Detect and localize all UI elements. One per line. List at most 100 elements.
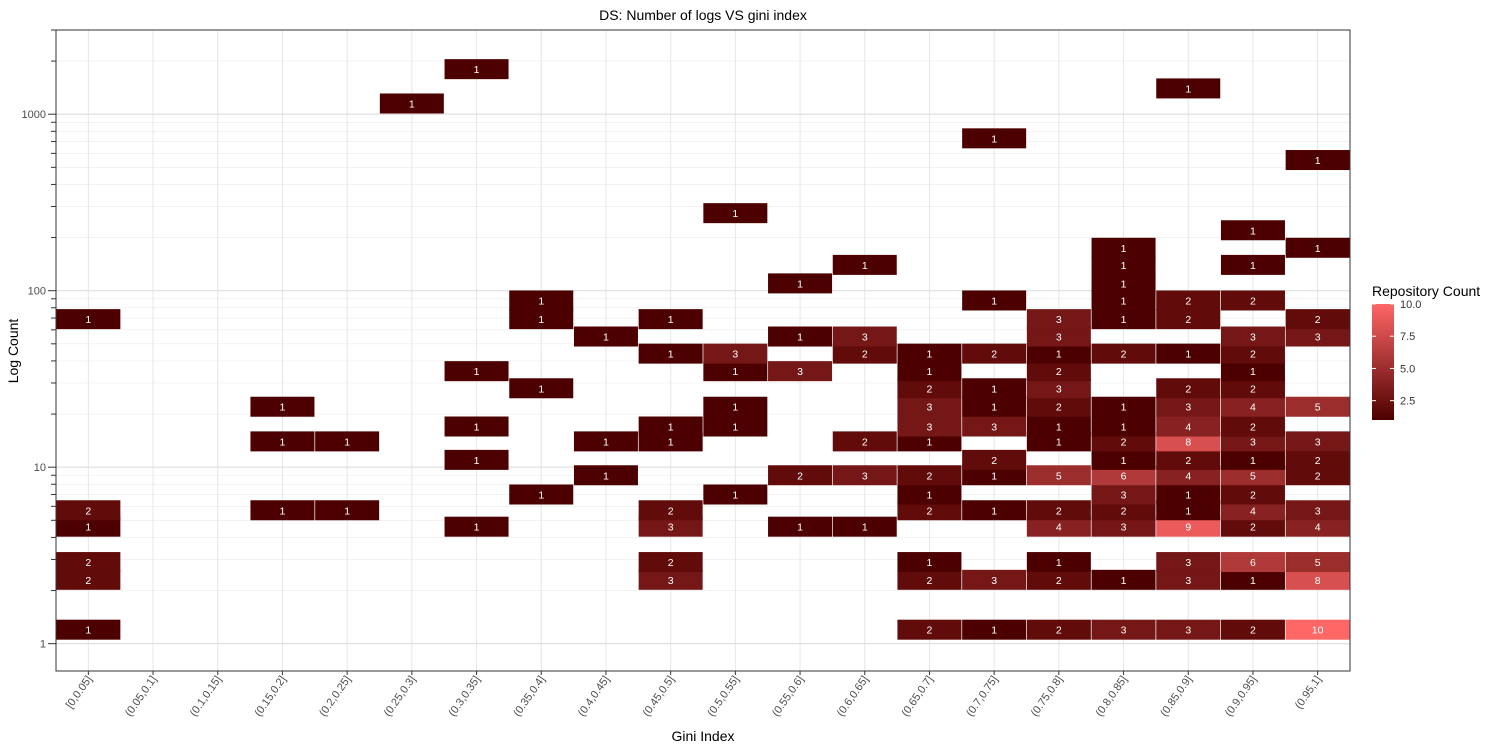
x-tick-label: (0.45,0.5] (641, 674, 677, 719)
cell-count-label: 1 (538, 383, 544, 395)
heatmap-cell (1285, 309, 1350, 330)
x-tick-label: [0,0.05] (64, 674, 95, 711)
cell-count-label: 2 (862, 349, 868, 361)
heatmap-cell (1220, 500, 1285, 521)
cell-count-label: 1 (1056, 436, 1062, 448)
cell-count-label: 1 (668, 422, 674, 434)
cell-count-label: 1 (85, 625, 91, 637)
cell-count-label: 1 (1121, 402, 1127, 414)
heatmap-cell (1026, 361, 1091, 382)
heatmap-cell (1220, 343, 1285, 364)
heatmap-cell (768, 361, 833, 382)
cell-count-label: 2 (927, 575, 933, 587)
heatmap-cell (1091, 465, 1156, 486)
cell-count-label: 1 (991, 625, 997, 637)
heatmap-cell (250, 396, 315, 417)
heatmap-cell (897, 378, 962, 399)
cell-count-label: 3 (1185, 575, 1191, 587)
cell-count-label: 3 (668, 575, 674, 587)
x-tick-label: (0.4,0.45] (576, 674, 612, 719)
cell-count-label: 2 (1185, 455, 1191, 467)
heatmap-cell (832, 326, 897, 347)
heatmap-cell (1156, 290, 1221, 311)
heatmap-cell (315, 431, 380, 452)
heatmap-cell (1220, 220, 1285, 241)
cell-count-label: 1 (280, 505, 286, 517)
cell-count-label: 5 (1315, 557, 1321, 569)
cell-count-label: 1 (280, 402, 286, 414)
heatmap-cell (897, 465, 962, 486)
heatmap-cell (1156, 378, 1221, 399)
heatmap-cell (1285, 396, 1350, 417)
heatmap-cell (1091, 500, 1156, 521)
cell-count-label: 1 (1121, 455, 1127, 467)
heatmap-cell (962, 378, 1027, 399)
heatmap-cell (638, 516, 703, 537)
cell-count-label: 2 (1121, 349, 1127, 361)
heatmap-cell (1026, 343, 1091, 364)
cell-count-label: 1 (668, 436, 674, 448)
heatmap-cell (703, 396, 768, 417)
heatmap-cell (444, 516, 509, 537)
heatmap-cell (573, 431, 638, 452)
cell-count-label: 2 (991, 455, 997, 467)
cell-count-label: 1 (797, 278, 803, 290)
cell-count-label: 6 (1250, 557, 1256, 569)
heatmap-cell (1220, 449, 1285, 470)
heatmap-cell (1285, 552, 1350, 573)
heatmap-cell (444, 416, 509, 437)
heatmap-cell (897, 343, 962, 364)
cell-count-label: 1 (927, 366, 933, 378)
cell-count-label: 2 (668, 557, 674, 569)
cell-count-label: 3 (797, 366, 803, 378)
cell-count-label: 1 (538, 490, 544, 502)
heatmap-cell (962, 569, 1027, 590)
cell-count-label: 5 (1250, 470, 1256, 482)
heatmap-cell (962, 449, 1027, 470)
cell-count-label: 1 (85, 522, 91, 534)
cell-count-label: 1 (1056, 422, 1062, 434)
cell-count-label: 2 (797, 470, 803, 482)
heatmap-cell (1285, 465, 1350, 486)
cell-count-label: 3 (991, 575, 997, 587)
legend-tick-label: 10.0 (1400, 299, 1421, 311)
heatmap-cell (1026, 516, 1091, 537)
cell-count-label: 1 (991, 295, 997, 307)
legend-tick-label: 7.5 (1400, 331, 1415, 343)
cell-count-label: 1 (1315, 155, 1321, 167)
heatmap-cell (1091, 484, 1156, 505)
cell-count-label: 1 (862, 260, 868, 272)
cell-count-label: 1 (732, 208, 738, 220)
cell-count-label: 4 (1250, 505, 1256, 517)
panel-border (55, 29, 1351, 672)
cell-count-label: 1 (474, 366, 480, 378)
cell-count-label: 2 (991, 349, 997, 361)
cell-count-label: 1 (1250, 366, 1256, 378)
cell-count-label: 1 (1185, 490, 1191, 502)
cell-count-label: 3 (1056, 314, 1062, 326)
x-tick-label: (0.2,0.25] (317, 674, 353, 719)
heatmap-cell (1026, 416, 1091, 437)
heatmap-cell (444, 361, 509, 382)
cell-count-label: 2 (1250, 625, 1256, 637)
cell-count-label: 3 (1315, 505, 1321, 517)
heatmap-cell (1220, 552, 1285, 573)
cell-count-label: 3 (1056, 383, 1062, 395)
cell-count-label: 2 (1121, 436, 1127, 448)
heatmap-cell (1220, 416, 1285, 437)
cell-count-label: 5 (1315, 402, 1321, 414)
cell-count-label: 1 (1185, 83, 1191, 95)
heatmap-cell (638, 500, 703, 521)
cell-count-label: 4 (1185, 422, 1191, 434)
heatmap-cell (1091, 290, 1156, 311)
heatmap-cell (1220, 290, 1285, 311)
cell-count-label: 1 (474, 422, 480, 434)
heatmap-cell (832, 516, 897, 537)
x-tick-label: (0.15,0.2] (252, 674, 288, 719)
heatmap-cell (768, 326, 833, 347)
heatmap-cell (250, 500, 315, 521)
heatmap-cell (703, 203, 768, 224)
heatmap-cell (1156, 619, 1221, 640)
heatmap-cell (1220, 396, 1285, 417)
